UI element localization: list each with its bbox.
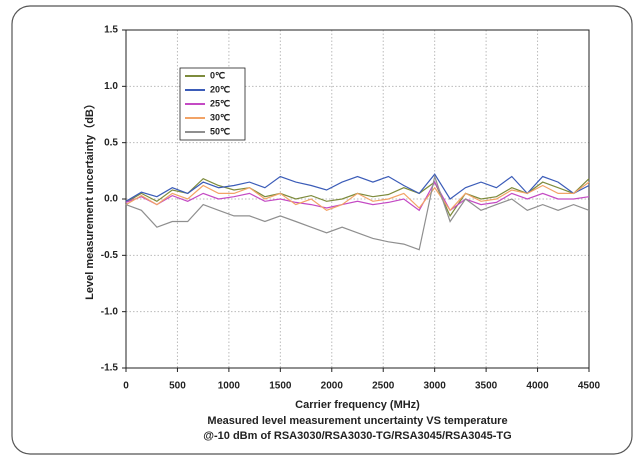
x-tick-label: 2500 (372, 381, 395, 392)
x-tick-label: 1500 (269, 381, 292, 392)
y-tick-label: -1.0 (101, 306, 119, 317)
series-line (125, 180, 590, 212)
x-tick-label: 1000 (218, 381, 241, 392)
series-line (125, 173, 590, 202)
y-tick-label: 0.5 (104, 137, 118, 148)
y-tick-label: 1.5 (104, 25, 118, 36)
y-tick-label: 0.0 (104, 194, 118, 205)
x-tick-label: 3500 (475, 381, 498, 392)
plot-area (125, 29, 590, 369)
caption: @-10 dBm of RSA3030/RSA3030-TG/RSA3045/R… (203, 430, 511, 442)
legend-label: 25℃ (210, 98, 230, 108)
y-axis-label: Level measurement uncertainty（dB） (83, 98, 96, 300)
x-tick-label: 3000 (424, 381, 447, 392)
y-tick-label: -1.5 (101, 363, 119, 374)
y-tick-label: 1.0 (104, 81, 118, 92)
x-axis-label: Carrier frequency (MHz) (295, 399, 420, 411)
x-tick-label: 4000 (526, 381, 549, 392)
x-tick-label: 4500 (578, 381, 601, 392)
x-tick-label: 2000 (321, 381, 344, 392)
legend-label: 20℃ (210, 84, 230, 94)
caption: Measured level measurement uncertainty V… (207, 415, 507, 427)
legend-label: 0℃ (210, 70, 225, 80)
series-line (125, 181, 590, 212)
legend-label: 50℃ (210, 126, 230, 136)
frame (11, 5, 633, 455)
series-line (125, 174, 590, 251)
legend-label: 30℃ (210, 112, 230, 122)
x-tick-label: 500 (169, 381, 186, 392)
y-tick-label: -0.5 (101, 250, 119, 261)
x-tick-label: 0 (123, 381, 129, 392)
